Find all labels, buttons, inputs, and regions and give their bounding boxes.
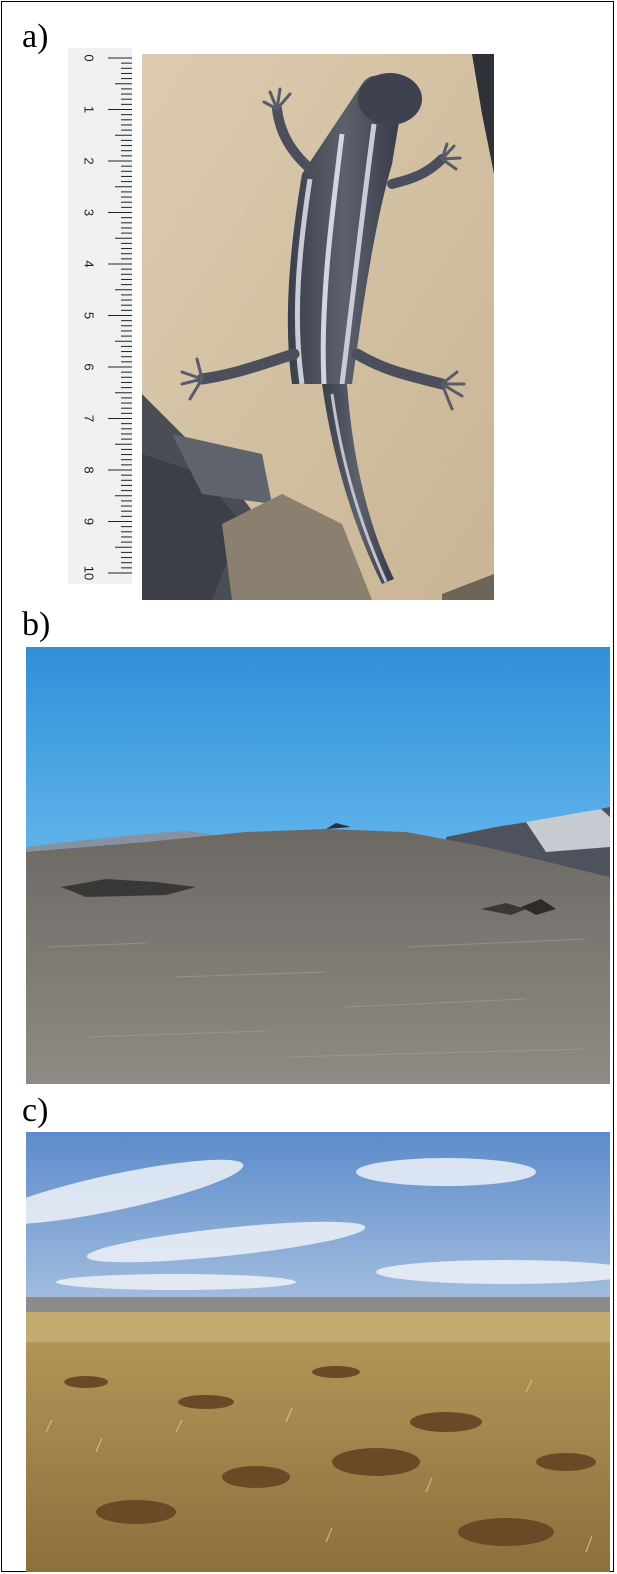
ruler-number: 0 — [82, 54, 97, 61]
ruler-number: 2 — [82, 157, 97, 164]
ruler-number: 9 — [82, 518, 97, 525]
ruler-number: 10 — [82, 566, 97, 580]
ruler-number: 5 — [82, 312, 97, 319]
panel-b-label: b) — [22, 606, 51, 643]
lizard-photo — [142, 54, 494, 600]
landscape-photo-b — [26, 647, 610, 1084]
ruler-number: 1 — [82, 106, 97, 113]
panel-c-label: c) — [22, 1092, 49, 1129]
ruler-number: 3 — [82, 209, 97, 216]
landscape-photo-c — [26, 1132, 610, 1572]
ruler: 0 1 2 3 4 5 6 7 8 9 10 — [68, 48, 132, 584]
ruler-number: 4 — [82, 260, 97, 267]
ruler-number: 7 — [82, 415, 97, 422]
ruler-number: 8 — [82, 466, 97, 473]
panel-a-label: a) — [22, 18, 49, 55]
ruler-number: 6 — [82, 363, 97, 370]
